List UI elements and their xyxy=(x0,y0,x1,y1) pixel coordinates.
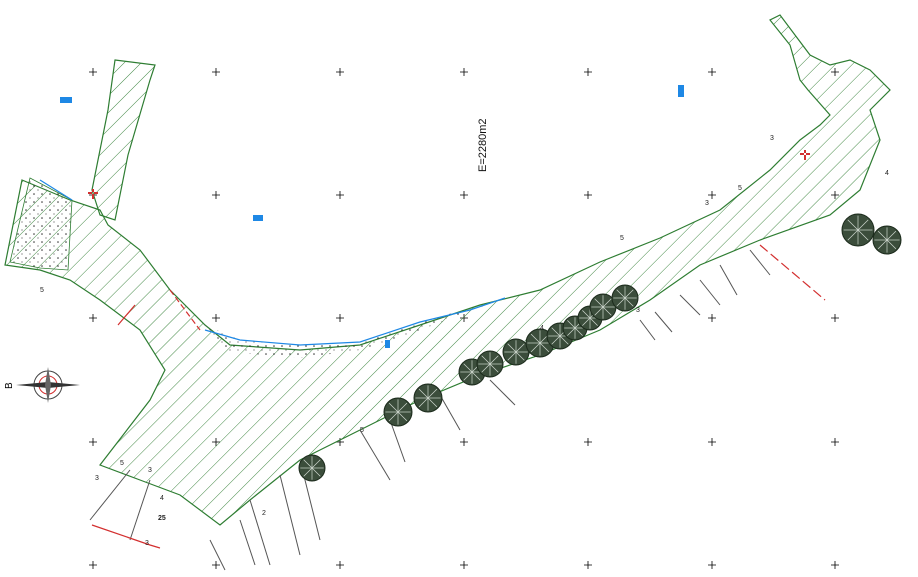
grid-cross xyxy=(89,68,97,76)
grid-cross xyxy=(212,314,220,322)
north-arrow-label: B xyxy=(4,382,15,389)
grid-cross xyxy=(460,561,468,569)
tree-icon xyxy=(298,454,326,482)
dim-label: 5 xyxy=(120,460,124,467)
dim-label: 5 xyxy=(40,287,44,294)
north-branch-polygon xyxy=(91,59,156,221)
grid-cross xyxy=(708,191,716,199)
dim-label: 2 xyxy=(262,510,266,517)
grid-cross xyxy=(89,314,97,322)
grid-cross xyxy=(212,191,220,199)
dim-label: 3 xyxy=(148,467,152,474)
red-cross-marker-2 xyxy=(800,150,810,160)
grid-cross xyxy=(336,191,344,199)
tree-icon xyxy=(841,213,875,247)
grid-cross xyxy=(584,438,592,446)
tree-icon xyxy=(476,350,504,378)
blue-edge-line xyxy=(204,297,506,346)
dim-label: 3 xyxy=(636,307,640,314)
grid-cross xyxy=(584,191,592,199)
red-cross-marker xyxy=(88,189,98,199)
north-arrow: B xyxy=(4,367,80,403)
small-labels: 5 5 3 3 4 2 5 4 5 3 3 5 3 4 3 25 xyxy=(40,135,889,547)
red-lines xyxy=(91,244,826,549)
grid-cross xyxy=(584,561,592,569)
grid-cross xyxy=(708,314,716,322)
dim-label: 3 xyxy=(145,540,149,547)
grid-cross xyxy=(212,561,220,569)
grid-cross xyxy=(831,314,839,322)
dim-label: 25 xyxy=(158,515,166,522)
grid-cross xyxy=(89,561,97,569)
dim-label: 4 xyxy=(160,495,164,502)
tree-icon xyxy=(872,225,902,255)
tree-icon xyxy=(502,338,530,366)
tree-symbols xyxy=(298,213,902,482)
dim-label: 5 xyxy=(620,235,624,242)
grid-cross xyxy=(336,68,344,76)
dim-label: 3 xyxy=(770,135,774,142)
grid-cross xyxy=(584,68,592,76)
grid-cross xyxy=(831,438,839,446)
grid-cross xyxy=(89,438,97,446)
tree-icon xyxy=(413,383,443,413)
grid-cross xyxy=(708,438,716,446)
grid-cross xyxy=(336,561,344,569)
dim-label: 3 xyxy=(705,200,709,207)
dim-label: 4 xyxy=(885,170,889,177)
tree-icon xyxy=(589,293,617,321)
road-area xyxy=(4,14,891,526)
grid-cross xyxy=(460,191,468,199)
blue-markers xyxy=(60,85,684,348)
grid-cross xyxy=(460,68,468,76)
leader-lines xyxy=(89,249,771,571)
dim-label: 4 xyxy=(540,325,544,332)
dotted-area xyxy=(9,177,73,271)
dim-label: 5 xyxy=(360,427,364,434)
grid-cross xyxy=(212,68,220,76)
dim-label: 5 xyxy=(738,185,742,192)
grid-cross xyxy=(708,561,716,569)
area-label: E=2280m2 xyxy=(477,118,489,172)
grid-cross xyxy=(336,314,344,322)
red-markers xyxy=(88,150,810,199)
grid-cross xyxy=(708,68,716,76)
blue-edge-line-2 xyxy=(39,179,73,201)
tree-icon xyxy=(611,284,639,312)
grid-cross xyxy=(460,438,468,446)
grid-cross xyxy=(831,561,839,569)
tree-icon xyxy=(383,397,413,427)
dim-label: 3 xyxy=(95,475,99,482)
